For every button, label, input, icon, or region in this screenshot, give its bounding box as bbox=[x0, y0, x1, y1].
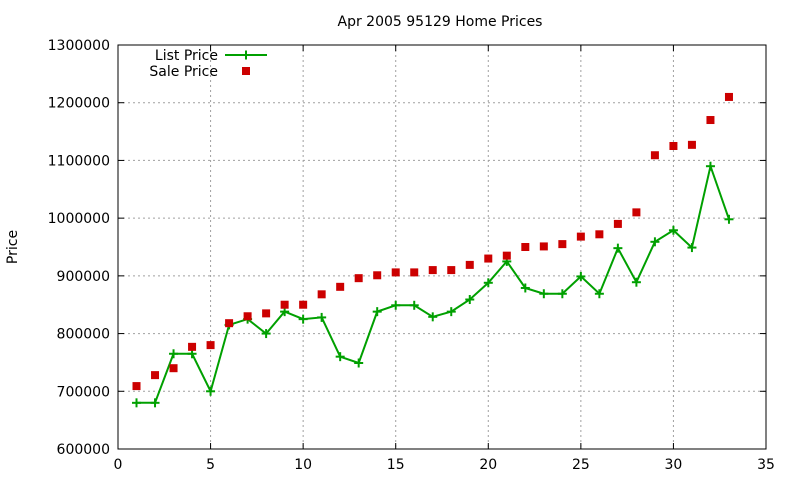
list-price-point bbox=[705, 161, 715, 171]
list-price-point bbox=[206, 386, 216, 396]
list-price-point bbox=[539, 289, 549, 299]
sale-price-point bbox=[447, 266, 456, 275]
list-price-point bbox=[169, 349, 179, 359]
grid bbox=[118, 45, 766, 449]
x-tick-label: 25 bbox=[572, 457, 590, 473]
list-price-point bbox=[576, 271, 586, 281]
plot-frame bbox=[117, 44, 767, 450]
legend: List Price Sale Price bbox=[149, 48, 267, 80]
y-tick-label: 1200000 bbox=[48, 96, 110, 112]
legend-label-sale-price: Sale Price bbox=[149, 64, 218, 80]
y-tick-label: 900000 bbox=[57, 269, 110, 285]
y-tick-label: 1100000 bbox=[48, 153, 110, 169]
x-tick-label: 10 bbox=[294, 457, 312, 473]
sale-price-point bbox=[262, 309, 271, 318]
sale-price-point bbox=[188, 342, 197, 351]
sale-price-point bbox=[465, 260, 474, 269]
sale-price-point bbox=[373, 271, 382, 280]
y-tick-label: 600000 bbox=[57, 442, 110, 458]
sale-price-point bbox=[502, 251, 511, 260]
sale-price-point bbox=[521, 243, 530, 251]
sale-price-point bbox=[650, 151, 659, 160]
x-tick-label: 20 bbox=[479, 457, 497, 473]
sale-price-point bbox=[632, 208, 641, 217]
x-tick-label: 15 bbox=[387, 457, 405, 473]
x-tick-label: 0 bbox=[114, 457, 123, 473]
list-price-point bbox=[650, 237, 660, 247]
sale-price-point bbox=[151, 371, 160, 380]
sale-price-point bbox=[687, 140, 696, 149]
sale-price-point bbox=[391, 268, 400, 277]
list-price-point bbox=[428, 312, 438, 322]
x-tick-label: 35 bbox=[757, 457, 775, 473]
list-price-point bbox=[354, 358, 364, 368]
sale-price-point bbox=[595, 230, 604, 239]
sale-price-point bbox=[484, 254, 493, 263]
sale-price-point bbox=[576, 232, 585, 241]
sale-price-point bbox=[132, 382, 141, 391]
legend-marker-list-price bbox=[241, 50, 251, 60]
sale-price-point bbox=[169, 364, 178, 373]
series bbox=[132, 92, 734, 408]
list-price-point bbox=[372, 307, 382, 317]
sale-price-point bbox=[299, 300, 308, 309]
sale-price-point bbox=[206, 341, 215, 350]
list-price-point bbox=[446, 307, 456, 317]
chart-title: Apr 2005 95129 Home Prices bbox=[338, 14, 543, 30]
sale-price-point bbox=[706, 116, 715, 125]
sale-price-point bbox=[558, 240, 567, 249]
x-tick-label: 30 bbox=[665, 457, 683, 473]
legend-marker-sale-price bbox=[242, 67, 250, 75]
sale-price-point bbox=[613, 219, 622, 228]
list-price-point bbox=[483, 278, 493, 288]
y-tick-label: 1300000 bbox=[48, 38, 110, 54]
sale-price-point bbox=[539, 242, 548, 251]
sale-price-point bbox=[410, 268, 419, 277]
list-price-point bbox=[594, 289, 604, 299]
list-price-point bbox=[409, 300, 419, 310]
sale-price-point bbox=[428, 266, 437, 275]
list-price-point bbox=[687, 243, 697, 253]
sale-price-point bbox=[225, 319, 234, 328]
list-price-point bbox=[613, 243, 623, 253]
list-price-point bbox=[520, 283, 530, 293]
axes: 0 5 10 15 20 25 30 35 600000 700000 800000 900000 10… bbox=[48, 38, 775, 473]
list-price-point bbox=[668, 225, 678, 235]
list-price-point bbox=[557, 289, 567, 299]
legend-label-list-price: List Price bbox=[155, 48, 218, 64]
sale-price-point bbox=[336, 282, 345, 291]
y-tick-label: 800000 bbox=[57, 327, 110, 343]
list-price-point bbox=[132, 398, 142, 408]
sale-price-point bbox=[724, 92, 733, 101]
list-price-point bbox=[724, 214, 734, 224]
list-price-point bbox=[298, 314, 308, 324]
y-axis-label: Price bbox=[5, 230, 21, 264]
y-tick-label: 700000 bbox=[57, 384, 110, 400]
sale-price-point bbox=[243, 312, 252, 321]
list-price-point bbox=[150, 398, 160, 408]
sale-price-point bbox=[354, 274, 363, 283]
list-price-point bbox=[261, 329, 271, 339]
sale-price-point bbox=[669, 142, 678, 150]
list-price-point bbox=[391, 300, 401, 310]
list-price-point bbox=[335, 352, 345, 362]
labels: Apr 2005 95129 Home Prices Price bbox=[5, 14, 542, 264]
sale-price-point bbox=[280, 300, 289, 309]
sale-price-point bbox=[317, 290, 326, 299]
list-price-point bbox=[317, 312, 327, 322]
list-price-point bbox=[465, 295, 475, 305]
list-price-point bbox=[631, 277, 641, 287]
y-tick-label: 1000000 bbox=[48, 211, 110, 227]
x-tick-label: 5 bbox=[206, 457, 215, 473]
